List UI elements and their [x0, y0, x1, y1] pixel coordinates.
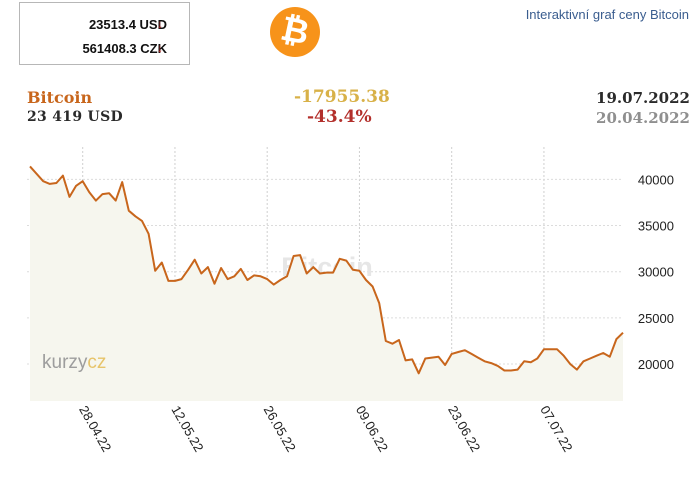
- change-absolute: -17955.38: [294, 87, 390, 107]
- coin-name: Bitcoin: [27, 88, 93, 107]
- usd-price: 23513.4 USD: [88, 17, 167, 32]
- coin-current-price: 23 419 USD: [27, 109, 123, 125]
- interactive-chart-link[interactable]: Interaktivní graf ceny Bitcoin: [525, 7, 689, 22]
- bitcoin-logo-icon: ₿: [270, 7, 320, 57]
- brand-cz: cz: [87, 352, 106, 373]
- x-tick-label-1: 12.05.22: [168, 403, 206, 454]
- kurzy-watermark: kurzycz: [42, 352, 106, 373]
- x-tick-label-4: 23.06.22: [445, 403, 483, 454]
- y-axis: 20000 25000 30000 35000 40000: [638, 172, 674, 372]
- price-summary-box: 23513.4 USD 561408.3 CZK ↓ ↓: [19, 2, 190, 65]
- y-tick-label-1: 25000: [638, 311, 674, 326]
- x-tick-label-5: 07.07.22: [537, 403, 575, 454]
- x-axis: 28.04.22 12.05.22 26.05.22 09.06.22 23.06.22…: [76, 403, 576, 454]
- y-tick-label-2: 30000: [638, 265, 674, 280]
- x-tick-label-2: 26.05.22: [261, 403, 299, 454]
- y-tick-label-3: 35000: [638, 219, 674, 234]
- price-line: [29, 165, 624, 375]
- usd-down-arrow-icon: ↓: [157, 17, 163, 31]
- x-tick-label-3: 09.06.22: [353, 403, 391, 454]
- change-percent: -43.4%: [307, 107, 372, 127]
- date-start: 20.04.2022: [596, 109, 690, 127]
- brand-kurzy: kurzy: [42, 352, 88, 373]
- czk-price: 561408.3 CZK: [82, 41, 167, 56]
- czk-down-arrow-icon: ↓: [157, 41, 163, 55]
- price-area-fill: [30, 166, 623, 401]
- y-tick-label-4: 40000: [638, 172, 674, 187]
- y-tick-label-0: 20000: [638, 357, 674, 372]
- x-tick-label-0: 28.04.22: [76, 403, 114, 454]
- date-end: 19.07.2022: [596, 89, 690, 107]
